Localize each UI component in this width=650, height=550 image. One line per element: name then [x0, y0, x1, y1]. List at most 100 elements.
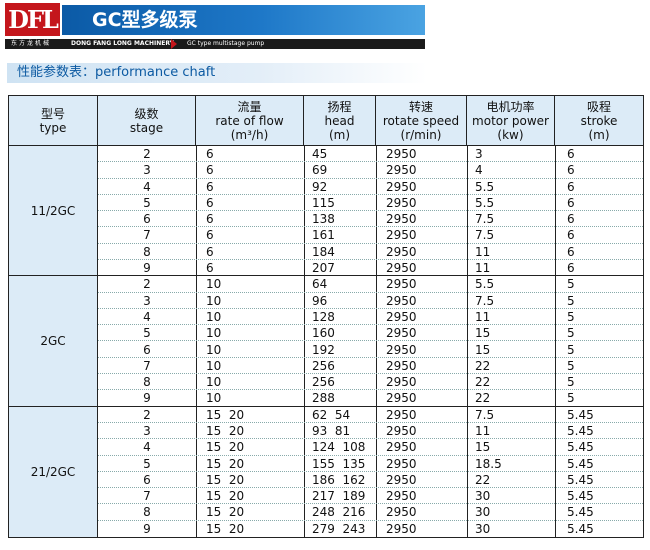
cell-flow: 10 — [206, 277, 222, 292]
column-header-en: rotate speed — [382, 114, 460, 128]
cell-head: 69 — [312, 163, 328, 178]
cell-speed: 2950 — [386, 244, 417, 259]
cell-speed: 2950 — [386, 456, 417, 471]
table-row: 9 10 288 2950 22 5 — [98, 390, 643, 407]
cell-speed: 2950 — [386, 293, 417, 308]
cell-stage: 9 — [143, 261, 151, 276]
cell-speed: 2950 — [386, 521, 417, 536]
cell-flow: 6 — [206, 179, 214, 194]
cell-stroke: 5.45 — [567, 423, 594, 438]
cell-power: 15 — [475, 440, 491, 455]
cell-flow: 15 20 — [206, 456, 245, 471]
cell-speed: 2950 — [386, 423, 417, 438]
cell-head: 207 — [312, 261, 335, 276]
column-header-unit: (r/min) — [400, 128, 442, 142]
column-header-unit: (m³/h) — [230, 128, 269, 142]
cell-stage: 6 — [143, 212, 151, 227]
table-body: 2 6 45 2950 3 6 3 6 69 2950 4 6 4 6 92 2950 5.5 6 5 6 115 295… — [98, 146, 643, 537]
cell-power: 15 — [475, 326, 491, 341]
cell-stroke: 6 — [567, 163, 575, 178]
column-header-en: type — [39, 121, 67, 135]
cell-speed: 2950 — [386, 309, 417, 324]
cell-stage: 9 — [143, 391, 151, 406]
cell-speed: 2950 — [386, 228, 417, 243]
cell-speed: 2950 — [386, 147, 417, 161]
cell-head: 92 — [312, 179, 328, 194]
cell-power: 5.5 — [475, 195, 495, 210]
column-header-en: rate of flow — [215, 114, 284, 128]
cell-power: 22 — [475, 472, 491, 487]
model-type-cell: 2GC — [9, 276, 98, 407]
company-name-cn: 东方龙机械 — [11, 40, 52, 47]
cell-stroke: 5.45 — [567, 505, 594, 520]
cell-flow: 10 — [206, 375, 222, 390]
cell-power: 5.5 — [475, 179, 495, 194]
cell-flow: 6 — [206, 228, 214, 243]
table-row: 9 6 207 2950 11 6 — [98, 260, 643, 277]
cell-speed: 2950 — [386, 375, 417, 390]
cell-stage: 6 — [143, 472, 151, 487]
table-row: 2 10 64 2950 5.5 5 — [98, 276, 643, 293]
table-row: 5 10 160 2950 15 5 — [98, 325, 643, 342]
table-row: 3 6 69 2950 4 6 — [98, 162, 643, 179]
cell-speed: 2950 — [386, 277, 417, 292]
cell-head: 161 — [312, 228, 335, 243]
cell-speed: 2950 — [386, 505, 417, 520]
cell-speed: 2950 — [386, 212, 417, 227]
model-type-cell: 11/2GC — [9, 146, 98, 277]
cell-stage: 3 — [143, 423, 151, 438]
cell-stroke: 6 — [567, 179, 575, 194]
column-divider — [196, 146, 197, 537]
cell-stroke: 5 — [567, 391, 575, 406]
column-header-4: 转速 rotate speed (r/min) — [376, 96, 467, 146]
cell-power: 22 — [475, 358, 491, 373]
cell-power: 15 — [475, 342, 491, 357]
table-row: 8 15 20 248 216 2950 30 5.45 — [98, 504, 643, 521]
cell-power: 22 — [475, 391, 491, 406]
cell-stroke: 5.45 — [567, 407, 594, 422]
cell-flow: 15 20 — [206, 521, 245, 536]
cell-stroke: 5.45 — [567, 489, 594, 504]
table-row: 7 10 256 2950 22 5 — [98, 358, 643, 375]
cell-flow: 15 20 — [206, 423, 245, 438]
cell-power: 7.5 — [475, 293, 495, 308]
page-title: GC型多级泵 — [92, 9, 198, 31]
arrow-icon — [171, 39, 177, 49]
column-header-5: 电机功率 motor power (kw) — [467, 96, 555, 146]
column-divider — [376, 146, 377, 537]
table-header-row: 型号 type 级数 stage 流量 rate of flow (m³/h) 扬程 head(… — [9, 96, 643, 146]
cell-stage: 4 — [143, 309, 151, 324]
cell-stroke: 5.45 — [567, 440, 594, 455]
cell-power: 7.5 — [475, 407, 495, 422]
cell-stage: 6 — [143, 342, 151, 357]
cell-stage: 2 — [143, 277, 151, 292]
cell-power: 18.5 — [475, 456, 502, 471]
cell-speed: 2950 — [386, 342, 417, 357]
cell-power: 4 — [475, 163, 483, 178]
cell-head: 256 — [312, 358, 335, 373]
column-header-unit: (m) — [328, 128, 351, 142]
table-row: 5 6 115 2950 5.5 6 — [98, 195, 643, 212]
cell-stage: 5 — [143, 456, 151, 471]
cell-stroke: 6 — [567, 147, 575, 161]
cell-power: 11 — [475, 423, 491, 438]
column-header-cn: 转速 — [408, 100, 433, 114]
cell-stage: 5 — [143, 326, 151, 341]
column-divider — [304, 146, 305, 537]
cell-flow: 15 20 — [206, 472, 245, 487]
column-header-unit: (kw) — [497, 128, 524, 142]
cell-flow: 15 20 — [206, 407, 245, 422]
cell-stage: 4 — [143, 440, 151, 455]
table-row: 6 15 20 186 162 2950 22 5.45 — [98, 472, 643, 489]
cell-flow: 6 — [206, 261, 214, 276]
cell-head: 248 216 — [312, 505, 366, 520]
column-header-en: stage — [129, 121, 164, 135]
cell-stroke: 5 — [567, 342, 575, 357]
cell-stage: 8 — [143, 505, 151, 520]
column-header-en: motor power — [472, 114, 549, 128]
company-logo: DFL — [5, 3, 60, 36]
column-header-cn: 扬程 — [327, 100, 352, 114]
performance-table: 型号 type 级数 stage 流量 rate of flow (m³/h) 扬程 head(… — [8, 95, 644, 538]
cell-flow: 10 — [206, 293, 222, 308]
cell-power: 11 — [475, 244, 491, 259]
